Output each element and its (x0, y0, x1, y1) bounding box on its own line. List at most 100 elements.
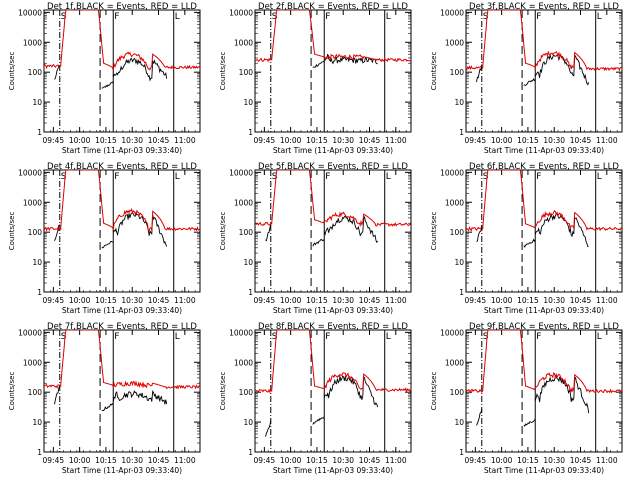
vline-marker: L (597, 172, 602, 182)
x-tick-label: 10:15 (95, 296, 117, 305)
events-series (476, 408, 483, 426)
x-tick-label: 10:15 (306, 296, 328, 305)
x-tick-label: 10:00 (280, 456, 302, 465)
x-tick-label: 10:45 (570, 296, 592, 305)
x-tick-label: 10:00 (69, 296, 91, 305)
y-tick-label: 1000 (23, 358, 42, 367)
x-tick-label: 09:45 (254, 136, 276, 145)
y-axis-label: Counts/sec (8, 372, 16, 411)
vline-marker: F (536, 172, 541, 182)
events-series (54, 385, 61, 405)
y-axis-label: Counts/sec (8, 52, 16, 91)
plot-frame (465, 169, 623, 293)
x-tick-label: 10:30 (332, 136, 354, 145)
y-tick-label: 10000 (440, 8, 464, 17)
x-tick-label: 11:00 (385, 136, 407, 145)
x-tick-label: 10:45 (148, 136, 170, 145)
y-tick-label: 10000 (18, 168, 42, 177)
y-axis-label: Counts/sec (430, 212, 438, 251)
y-tick-label: 10 (454, 258, 464, 267)
x-tick-label: 10:45 (148, 456, 170, 465)
plot-frame (43, 9, 201, 133)
x-tick-label: 10:30 (543, 296, 565, 305)
y-tick-label: 1 (248, 128, 253, 137)
x-tick-label: 10:00 (280, 136, 302, 145)
x-tick-label: 11:00 (385, 296, 407, 305)
x-axis-label: Start Time (11-Apr-03 09:33:40) (62, 146, 182, 155)
vline-marker: L (175, 172, 180, 182)
x-axis-label: Start Time (11-Apr-03 09:33:40) (273, 146, 393, 155)
panel-det-6: Det 6f,BLACK = Events, RED = LLD 1 10 100 10… (430, 162, 623, 315)
x-tick-label: 10:15 (306, 136, 328, 145)
events-series (101, 403, 114, 411)
y-tick-label: 1000 (445, 38, 464, 47)
x-tick-label: 10:30 (543, 136, 565, 145)
x-tick-label: 10:00 (69, 456, 91, 465)
panel-title: Det 5f,BLACK = Events, RED = LLD (258, 162, 408, 172)
plot-frame (43, 169, 201, 293)
events-series (312, 61, 325, 68)
y-tick-label: 1 (459, 448, 464, 457)
events-series (534, 213, 589, 248)
vline-marker: S (272, 332, 278, 342)
events-series (523, 418, 536, 427)
panel-det-5: Det 5f,BLACK = Events, RED = LLD 1 10 100 10… (219, 162, 412, 315)
lld-series (255, 170, 411, 227)
events-series (323, 54, 378, 65)
y-tick-label: 1 (459, 288, 464, 297)
vline-marker: L (386, 12, 391, 22)
events-series (101, 240, 114, 249)
x-axis-label: Start Time (11-Apr-03 09:33:40) (62, 306, 182, 315)
y-tick-label: 10 (32, 418, 42, 427)
lld-series (466, 10, 622, 72)
vline-marker: F (536, 332, 541, 342)
x-tick-label: 10:15 (517, 136, 539, 145)
x-tick-label: 10:15 (95, 456, 117, 465)
lld-series (44, 330, 200, 390)
lld-series (255, 10, 411, 63)
panel-title: Det 2f,BLACK = Events, RED = LLD (258, 2, 408, 12)
y-tick-label: 10000 (229, 168, 253, 177)
events-series (112, 57, 168, 82)
y-tick-label: 1000 (23, 198, 42, 207)
events-series (54, 224, 61, 241)
y-tick-label: 1 (248, 448, 253, 457)
vline-marker: F (325, 332, 330, 342)
y-tick-label: 10 (32, 258, 42, 267)
events-series (312, 238, 325, 247)
x-tick-label: 10:45 (148, 296, 170, 305)
y-tick-label: 1000 (234, 38, 253, 47)
y-tick-label: 1000 (445, 358, 464, 367)
panel-title: Det 6f,BLACK = Events, RED = LLD (469, 162, 619, 172)
lld-series (466, 330, 622, 395)
events-series (112, 211, 168, 247)
y-tick-label: 1 (37, 288, 42, 297)
x-tick-label: 09:45 (43, 136, 65, 145)
x-tick-label: 10:00 (69, 136, 91, 145)
events-series (476, 64, 483, 83)
x-tick-label: 11:00 (385, 456, 407, 465)
events-series (265, 224, 272, 242)
y-tick-label: 10000 (229, 8, 253, 17)
y-tick-label: 10 (454, 418, 464, 427)
y-axis-label: Counts/sec (219, 52, 227, 91)
vline-marker: F (114, 332, 119, 342)
vline-marker: S (61, 332, 67, 342)
x-tick-label: 10:30 (332, 456, 354, 465)
y-tick-label: 100 (28, 388, 43, 397)
x-tick-label: 11:00 (174, 456, 196, 465)
x-tick-label: 10:45 (570, 136, 592, 145)
plot-frame (254, 169, 412, 293)
y-axis-label: Counts/sec (430, 372, 438, 411)
plot-frame (465, 9, 623, 133)
y-tick-label: 100 (450, 228, 465, 237)
x-tick-label: 09:45 (465, 456, 487, 465)
y-tick-label: 100 (28, 228, 43, 237)
x-tick-label: 10:15 (517, 296, 539, 305)
events-series (312, 416, 325, 425)
x-tick-label: 10:30 (121, 456, 143, 465)
vline-marker: L (175, 332, 180, 342)
plot-frame (254, 9, 412, 133)
panel-det-2: Det 2f,BLACK = Events, RED = LLD 1 10 100 10… (219, 2, 412, 155)
